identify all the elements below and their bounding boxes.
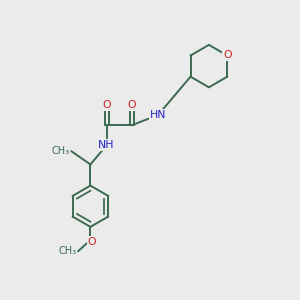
Text: O: O: [223, 50, 232, 61]
Text: HN: HN: [150, 110, 166, 120]
Text: NH: NH: [98, 140, 115, 150]
Text: CH₃: CH₃: [52, 146, 70, 156]
Text: O: O: [102, 100, 111, 110]
Text: CH₃: CH₃: [58, 246, 76, 256]
Text: O: O: [127, 100, 136, 110]
Text: O: O: [88, 237, 96, 247]
